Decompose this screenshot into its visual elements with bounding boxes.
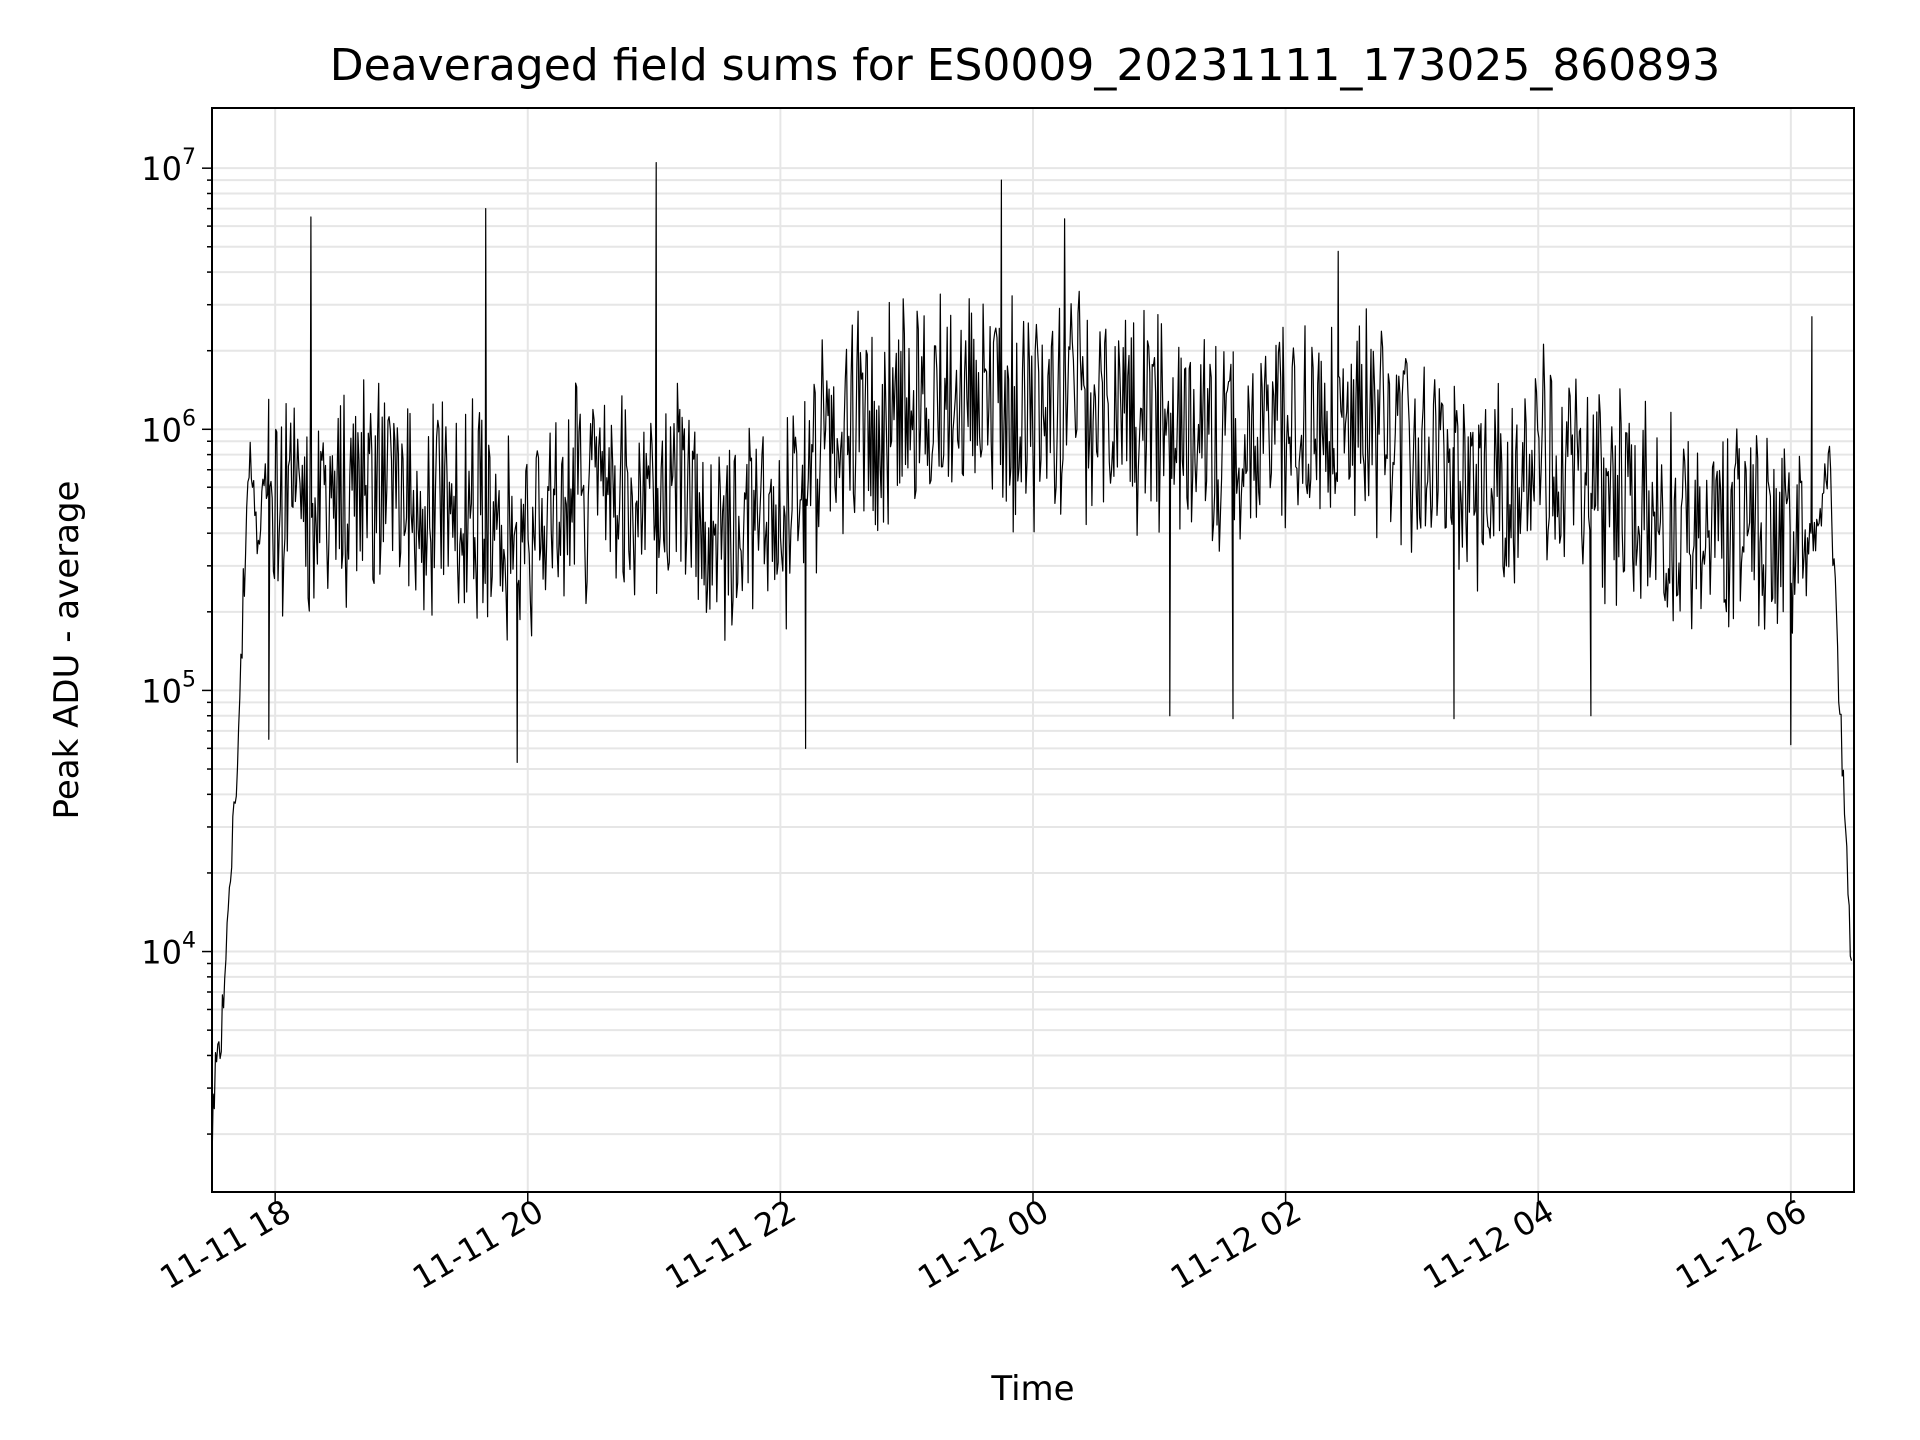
x-tick-label: 11-12 04 <box>1417 1192 1561 1297</box>
x-tick-label: 11-11 22 <box>659 1192 803 1297</box>
x-tick-label: 11-12 06 <box>1669 1192 1813 1297</box>
y-tick-label: 106 <box>141 406 196 449</box>
y-tick-label: 107 <box>141 145 196 188</box>
grid <box>212 108 1854 1192</box>
data-series-line <box>211 162 1853 1166</box>
y-tick-label-base: 10 <box>141 411 182 449</box>
y-tick-label-exponent: 4 <box>182 929 196 954</box>
x-tick-label: 11-12 02 <box>1164 1192 1308 1297</box>
chart-title: Deaveraged field sums for ES0009_2023111… <box>330 40 1721 91</box>
y-axis-label: Peak ADU - average <box>47 481 87 820</box>
y-tick-label: 104 <box>141 929 196 972</box>
x-axis-label: Time <box>990 1369 1074 1409</box>
plot-line <box>211 162 1853 1166</box>
x-tick-label: 11-11 18 <box>154 1192 298 1297</box>
y-tick-label-exponent: 5 <box>182 667 196 692</box>
y-tick-label-exponent: 6 <box>182 406 196 431</box>
y-tick-label-base: 10 <box>141 150 182 188</box>
y-tick-label-base: 10 <box>141 672 182 710</box>
y-tick-label: 105 <box>141 667 196 710</box>
x-tick-label: 11-12 00 <box>911 1192 1055 1297</box>
x-axis: 11-11 18 11-11 20 11-11 22 11-12 00 11-12 02… <box>154 1192 1813 1297</box>
x-tick-label: 11-11 20 <box>406 1192 550 1297</box>
y-tick-label-base: 10 <box>141 934 182 972</box>
y-tick-label-exponent: 7 <box>182 145 196 170</box>
